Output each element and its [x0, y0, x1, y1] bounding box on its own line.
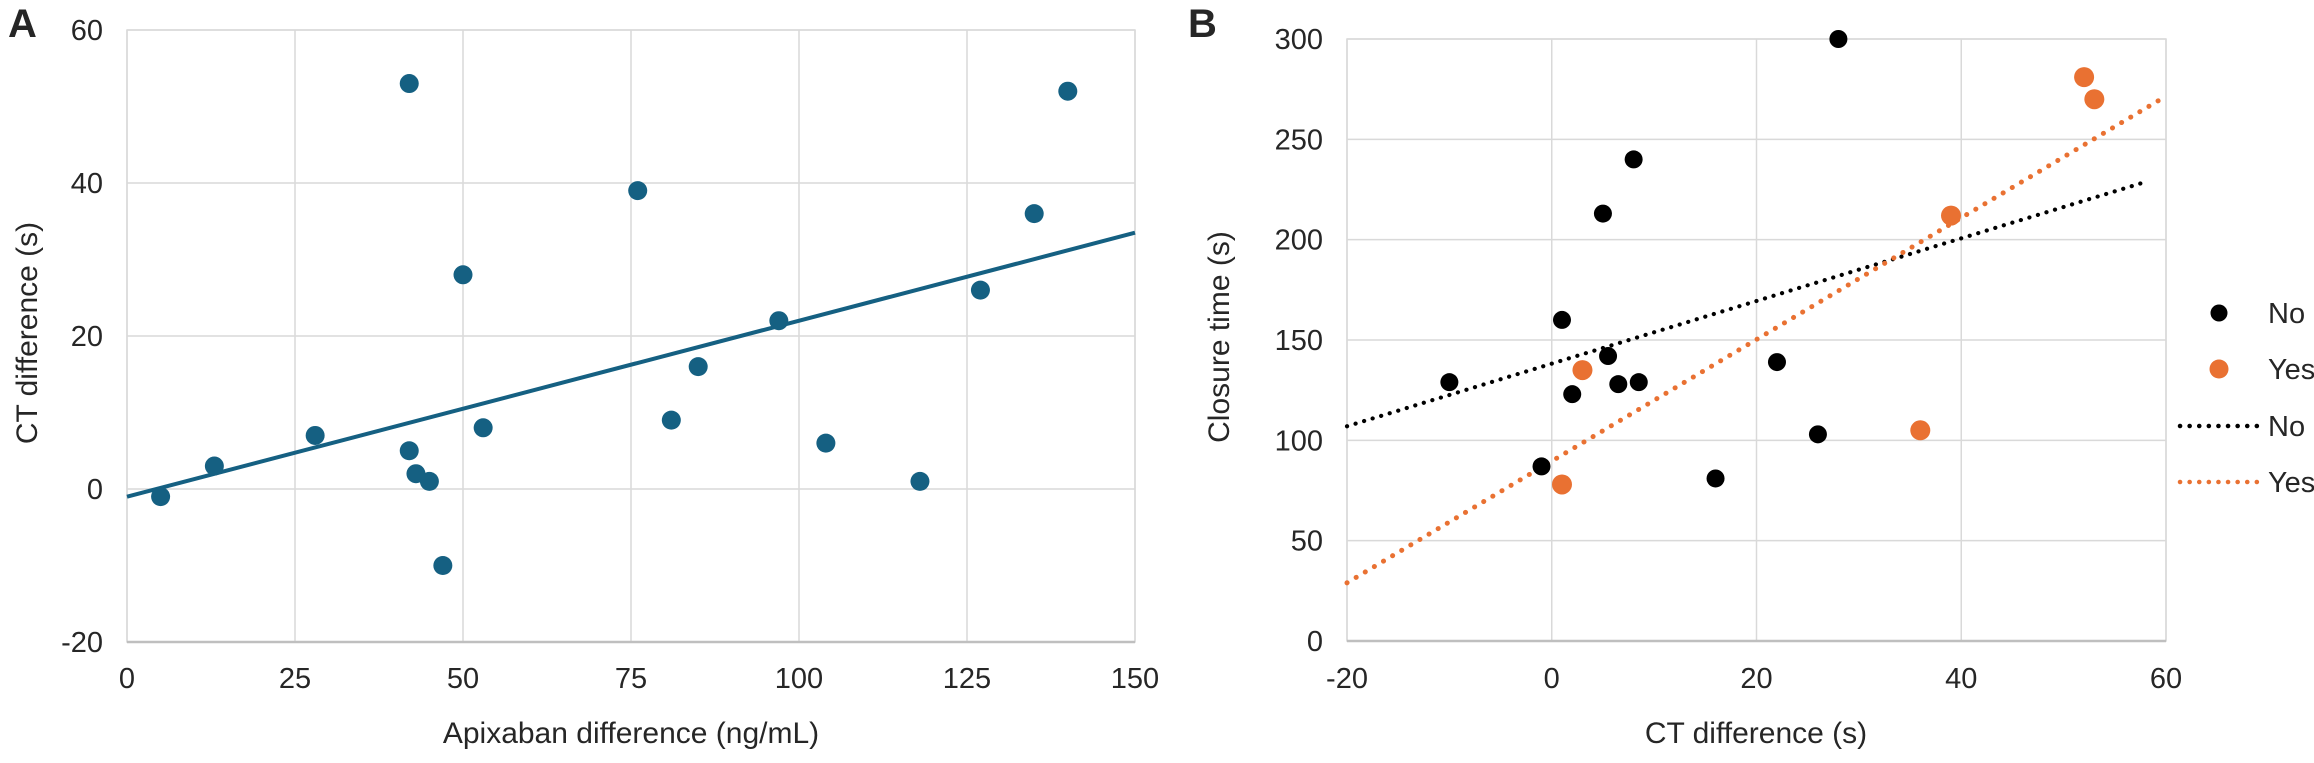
- data-point: [1941, 205, 1962, 226]
- data-point: [1624, 150, 1643, 169]
- y-tick-label: 40: [71, 168, 103, 200]
- data-point: [769, 311, 789, 331]
- legend-label: Yes: [2268, 467, 2314, 499]
- x-tick-label: 60: [2150, 663, 2182, 695]
- data-point: [433, 556, 453, 575]
- y-tick-label: 50: [1291, 526, 1323, 558]
- data-point: [305, 425, 325, 445]
- x-tick-label: 20: [1740, 663, 1772, 695]
- y-tick-label: 60: [71, 15, 103, 47]
- data-point: [1440, 373, 1459, 392]
- data-point: [628, 181, 648, 201]
- panel-a-x-axis-title: Apixaban difference (ng/mL): [442, 717, 820, 750]
- legend-marker-dot: [2210, 304, 2228, 322]
- y-tick-label: 20: [71, 321, 103, 353]
- legend-marker-dot: [2209, 359, 2229, 379]
- data-point: [473, 418, 493, 438]
- data-point: [688, 357, 708, 377]
- data-point: [970, 280, 990, 300]
- data-point: [661, 410, 681, 430]
- x-tick-label: 100: [775, 663, 823, 695]
- data-point: [453, 265, 473, 285]
- panel-b-letter: B: [1188, 2, 1217, 46]
- series-yes: [1551, 67, 2105, 495]
- data-point: [2084, 89, 2105, 110]
- x-tick-label: 0: [1544, 663, 1560, 695]
- legend-label: No: [2268, 411, 2305, 443]
- y-tick-label: 0: [87, 474, 103, 506]
- y-tick-label: 150: [1275, 325, 1323, 357]
- data-point: [1058, 81, 1078, 101]
- data-point: [1767, 353, 1786, 372]
- data-point: [816, 433, 836, 453]
- y-tick-label: 300: [1275, 24, 1323, 56]
- data-point: [1829, 30, 1848, 48]
- x-tick-label: -20: [1326, 663, 1368, 695]
- x-tick-label: 150: [1111, 663, 1159, 695]
- x-tick-label: 75: [615, 663, 647, 695]
- data-point: [151, 487, 171, 507]
- data-point: [1609, 375, 1628, 394]
- x-tick-label: 50: [447, 663, 479, 695]
- trendline-yes: [1344, 96, 2164, 586]
- trendline-linear-fit: [126, 230, 1136, 499]
- trendline-no: [1344, 181, 2143, 429]
- legend-label: No: [2268, 298, 2305, 330]
- data-point: [399, 441, 419, 461]
- series-patients: [151, 74, 1078, 575]
- data-point: [1593, 204, 1612, 223]
- data-point: [2074, 67, 2095, 88]
- y-tick-label: 100: [1275, 425, 1323, 457]
- data-point: [1024, 204, 1044, 224]
- y-tick-label: 250: [1275, 124, 1323, 156]
- data-point: [1706, 469, 1725, 488]
- data-point: [419, 471, 439, 491]
- y-tick-label: -20: [61, 627, 103, 659]
- x-tick-label: 40: [1945, 663, 1977, 695]
- legend: No Yes No Yes: [2177, 298, 2314, 499]
- data-point: [1572, 360, 1593, 381]
- x-tick-label: 125: [943, 663, 991, 695]
- panel-a-y-axis-title: CT difference (s): [11, 221, 44, 445]
- data-point: [1808, 425, 1827, 444]
- data-point: [1552, 310, 1571, 329]
- legend-label: Yes: [2268, 354, 2314, 386]
- panel-b-y-axis-title: Closure time (s): [1203, 231, 1236, 443]
- data-point: [1532, 457, 1551, 476]
- panel-a-letter: A: [8, 2, 37, 46]
- panel-b-x-axis-title: CT difference (s): [1644, 717, 1868, 750]
- y-tick-label: 0: [1307, 626, 1323, 658]
- data-point: [1599, 347, 1618, 366]
- data-point: [1629, 373, 1648, 392]
- data-point: [1910, 420, 1931, 441]
- panel-a-plot: 0 25 50 75 100 125 150 -20 0 20 40 60: [61, 15, 1159, 695]
- data-point: [1551, 474, 1572, 495]
- x-tick-label: 0: [119, 663, 135, 695]
- x-tick-label: 25: [279, 663, 311, 695]
- series-no: [1440, 30, 1848, 488]
- data-point: [204, 456, 224, 476]
- data-point: [910, 471, 930, 491]
- y-tick-label: 200: [1275, 225, 1323, 257]
- data-point: [1563, 385, 1582, 404]
- data-point: [399, 74, 419, 94]
